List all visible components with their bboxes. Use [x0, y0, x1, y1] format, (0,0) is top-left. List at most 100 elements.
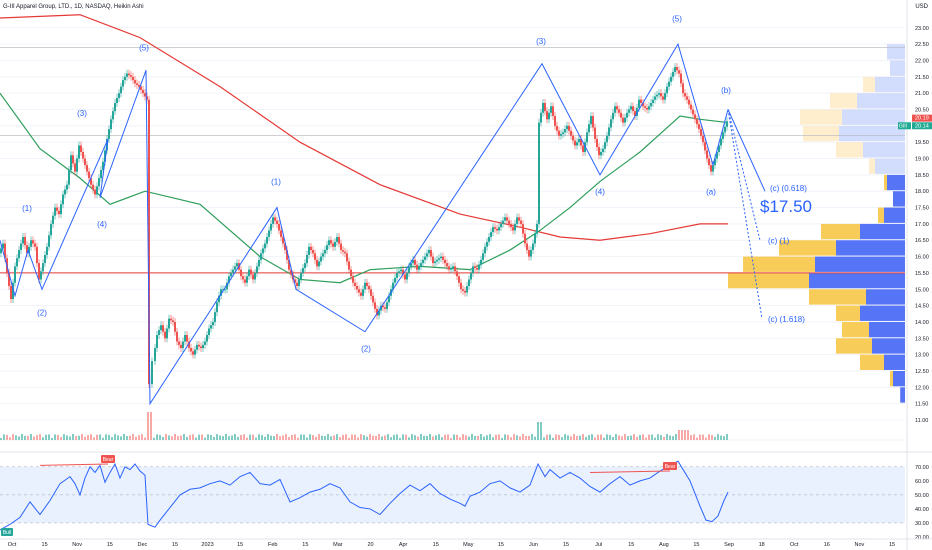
candle	[368, 286, 370, 290]
candle	[190, 348, 192, 352]
volume-bar	[630, 435, 632, 440]
volume-bar	[459, 437, 461, 440]
volume-bar	[477, 435, 479, 440]
candle	[118, 93, 120, 99]
volume-bar	[45, 434, 47, 440]
rsi-line	[0, 460, 729, 531]
candle	[136, 83, 138, 85]
candle	[182, 341, 184, 349]
candle	[228, 276, 230, 283]
candle	[560, 134, 562, 136]
candle	[394, 277, 396, 283]
candle	[154, 348, 156, 362]
candle	[600, 152, 602, 156]
volume-bar	[531, 434, 533, 440]
volume-bar	[132, 434, 134, 440]
volume-bar	[273, 436, 275, 440]
candle	[252, 274, 254, 280]
candle	[342, 250, 344, 252]
volume-bar	[534, 436, 536, 440]
time-tick: Aug	[659, 542, 669, 548]
volume-bar	[381, 436, 383, 440]
candle	[694, 114, 696, 120]
candle	[316, 259, 318, 267]
volume-bar	[492, 437, 494, 440]
candle	[434, 261, 436, 264]
candle	[74, 163, 76, 172]
last-price-tag	[912, 122, 932, 130]
candle	[376, 308, 378, 316]
volume-bar	[36, 435, 38, 440]
volume-bar	[390, 437, 392, 440]
volume-bar	[168, 435, 170, 440]
volume-bar	[414, 435, 416, 440]
candle	[128, 73, 130, 76]
candle	[16, 258, 18, 267]
candle	[68, 169, 70, 185]
volume-bar	[195, 437, 197, 440]
chart-title: G-III Apparel Group, LTD., 1D, NASDAQ, H…	[3, 4, 144, 10]
volume-bar	[291, 434, 293, 440]
volume-bar	[138, 435, 140, 440]
candle	[656, 94, 658, 97]
candle	[310, 246, 312, 251]
candle	[192, 351, 194, 355]
volume-bar	[207, 434, 209, 440]
candle	[688, 99, 690, 105]
volume-bar	[213, 436, 215, 440]
volume-bar	[387, 434, 389, 440]
rsi-divergence-line	[589, 470, 671, 473]
candle	[274, 217, 276, 221]
price-tick: 18.00	[915, 189, 929, 195]
volume-bar	[0, 438, 2, 440]
target-price-label: $17.50	[760, 197, 812, 216]
time-tick: Feb	[268, 542, 277, 548]
candle	[422, 259, 424, 264]
profile-down-bar	[884, 354, 905, 370]
bull-badge-label: Bull	[3, 530, 11, 536]
volume-bar	[651, 434, 653, 440]
candle	[4, 243, 6, 259]
price-tick: 17.00	[915, 222, 929, 228]
volume-bar	[591, 434, 593, 440]
profile-down-bar	[866, 289, 905, 305]
candle	[450, 268, 452, 270]
profile-down-bar	[836, 240, 905, 256]
volume-bar	[468, 436, 470, 440]
volume-bar	[279, 436, 281, 440]
wave-label: (c) (1.618)	[768, 315, 805, 324]
volume-bar	[498, 434, 500, 440]
volume-bar	[216, 434, 218, 440]
candle	[470, 272, 472, 280]
candle	[482, 253, 484, 260]
volume-bar	[393, 434, 395, 440]
ma-green-line	[0, 92, 729, 284]
time-tick: Mar	[333, 542, 343, 548]
volume-bar	[540, 422, 542, 440]
time-tick: 16	[824, 542, 830, 548]
rsi-tick: 50.00	[915, 493, 929, 499]
candle	[412, 259, 414, 264]
volume-bar	[357, 437, 359, 440]
volume-bar	[27, 435, 29, 440]
candle	[64, 189, 66, 195]
candle	[496, 228, 498, 231]
ticker-tag	[898, 122, 911, 130]
volume-bar	[240, 435, 242, 440]
volume-bar	[117, 435, 119, 440]
volume-bar	[444, 434, 446, 440]
candle	[686, 96, 688, 100]
candle	[304, 263, 306, 269]
volume-bar	[303, 434, 305, 440]
candle	[710, 165, 712, 172]
candle	[442, 256, 444, 260]
bear-badge	[663, 462, 677, 471]
time-tick: May	[463, 542, 474, 548]
volume-bar	[633, 434, 635, 440]
candle	[528, 250, 530, 257]
volume-bar	[666, 434, 668, 440]
candle	[84, 158, 86, 166]
candle	[530, 250, 532, 257]
candle	[652, 99, 654, 103]
